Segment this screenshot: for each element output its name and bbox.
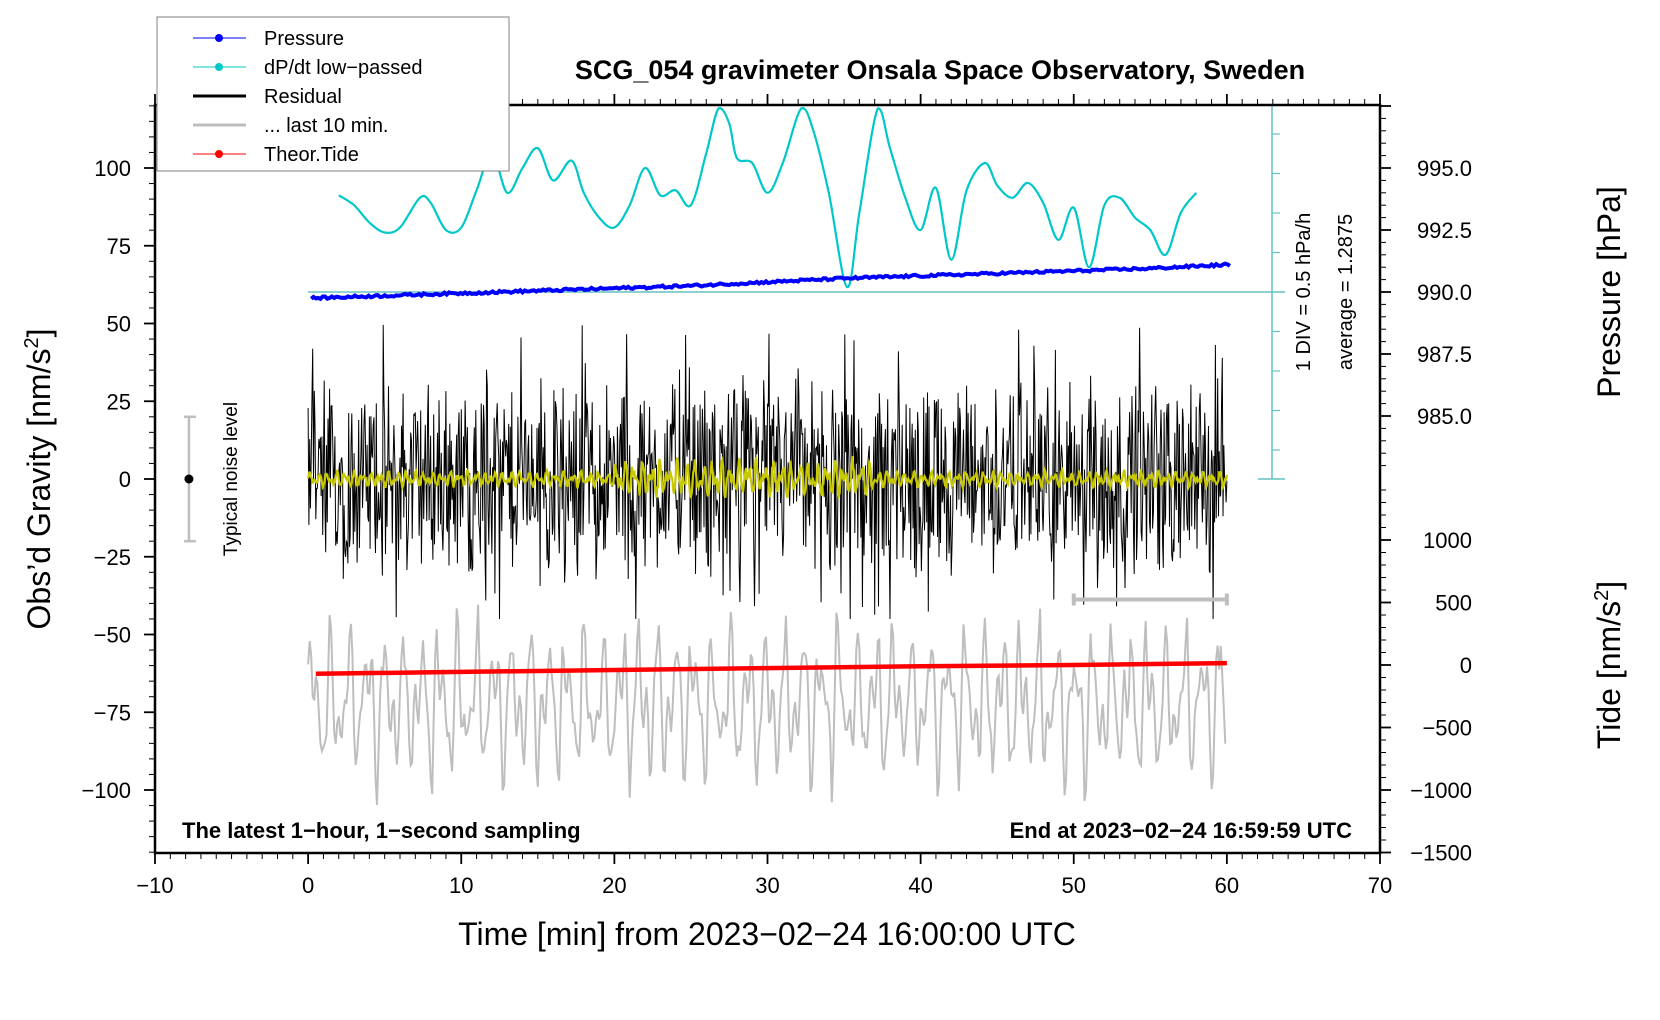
y-left-tick-label: −75 bbox=[94, 700, 131, 725]
y-left-tick-labels: 100 75 50 25 0 −25 −50 −75 −100 bbox=[81, 156, 131, 803]
dpdt-average-label: average = 1.2875 bbox=[1335, 214, 1357, 370]
y-left-tick-label: 0 bbox=[119, 467, 131, 492]
y-pressure-tick-label: 985.0 bbox=[1417, 404, 1472, 429]
x-tick-label: 20 bbox=[602, 873, 626, 898]
y-pressure-tick-label: 995.0 bbox=[1417, 156, 1472, 181]
legend-label: Theor.Tide bbox=[264, 144, 359, 166]
theor-tide-line bbox=[315, 660, 1227, 677]
legend-label: dP/dt low−passed bbox=[264, 57, 422, 79]
y-tide-tick-label: −1500 bbox=[1410, 841, 1472, 866]
y-axis-title-tide: Tide [nm/s2] bbox=[1591, 581, 1627, 749]
pressure-line bbox=[309, 261, 1231, 302]
y-left-tick-label: 75 bbox=[107, 234, 131, 259]
legend-entry: Theor.Tide bbox=[193, 144, 359, 166]
y-left-tick-label: −50 bbox=[94, 623, 131, 648]
annotation-latest-hour: The latest 1−hour, 1−second sampling bbox=[182, 818, 581, 843]
x-tick-label: 10 bbox=[449, 873, 473, 898]
residual-line bbox=[307, 324, 1228, 620]
x-tick-label: 70 bbox=[1368, 873, 1392, 898]
y-tide-tick-labels: 1000 500 0 −500 −1000 −1500 bbox=[1410, 528, 1472, 866]
noise-level-label: Typical noise level bbox=[221, 402, 242, 556]
y-tide-tick-label: 500 bbox=[1435, 591, 1472, 616]
y-tide-tick-label: −1000 bbox=[1410, 778, 1472, 803]
axes bbox=[144, 94, 1391, 864]
y-axis-title-left: Obs’d Gravity [nm/s2] bbox=[21, 329, 57, 630]
dpdt-scale-label: 1 DIV = 0.5 hPa/h bbox=[1293, 213, 1315, 371]
y-axis-title-pressure: Pressure [hPa] bbox=[1591, 186, 1627, 398]
y-left-tick-label: 100 bbox=[94, 156, 131, 181]
chart-title: SCG_054 gravimeter Onsala Space Observat… bbox=[575, 55, 1305, 85]
theor-tide-series bbox=[315, 660, 1227, 677]
pressure-series bbox=[309, 261, 1231, 302]
x-tick-label: 30 bbox=[755, 873, 779, 898]
residual-lowpass-line bbox=[307, 455, 1228, 500]
legend-swatch-dot bbox=[215, 34, 223, 42]
y-left-tick-label: −25 bbox=[94, 545, 131, 570]
x-tick-label: −10 bbox=[136, 873, 173, 898]
legend-entry: Residual bbox=[193, 86, 342, 108]
legend-entry: Pressure bbox=[193, 28, 344, 50]
superscript: 2 bbox=[21, 337, 43, 348]
y-pressure-tick-label: 992.5 bbox=[1417, 218, 1472, 243]
x-tick-label: 60 bbox=[1215, 873, 1239, 898]
residual-series bbox=[307, 324, 1228, 620]
legend-box bbox=[156, 16, 510, 172]
y-left-tick-label: 50 bbox=[107, 312, 131, 337]
legend-swatch-dot bbox=[215, 150, 223, 158]
last-10-min-line bbox=[307, 604, 1227, 805]
legend-label: Residual bbox=[264, 86, 342, 108]
legend-entry: dP/dt low−passed bbox=[193, 57, 422, 79]
y-pressure-tick-labels: 995.0 992.5 990.0 987.5 985.0 bbox=[1417, 156, 1472, 429]
x-axis-title: Time [min] from 2023−02−24 16:00:00 UTC bbox=[458, 916, 1076, 952]
y-pressure-tick-label: 987.5 bbox=[1417, 342, 1472, 367]
last-10-min-bar bbox=[1071, 593, 1229, 606]
legend-entry: ... last 10 min. bbox=[193, 115, 389, 137]
superscript: 2 bbox=[1591, 590, 1613, 601]
legend-label: Pressure bbox=[264, 28, 344, 50]
last-10-min-series bbox=[307, 604, 1227, 805]
y-left-tick-label: −100 bbox=[81, 778, 131, 803]
residual-lowpass-series bbox=[307, 455, 1228, 500]
noise-center-dot bbox=[184, 474, 194, 484]
legend-swatch-dot bbox=[215, 63, 223, 71]
noise-level-indicator bbox=[183, 415, 196, 543]
annotation-end-time: End at 2023−02−24 16:59:59 UTC bbox=[1010, 818, 1353, 843]
legend-label: ... last 10 min. bbox=[264, 115, 389, 137]
x-tick-label: 40 bbox=[908, 873, 932, 898]
y-pressure-tick-label: 990.0 bbox=[1417, 280, 1472, 305]
legend: Pressure dP/dt low−passed Residual ... last… bbox=[156, 16, 510, 172]
y-tide-tick-label: 0 bbox=[1460, 653, 1472, 678]
y-tide-tick-label: −500 bbox=[1422, 716, 1472, 741]
x-tick-labels: −10 0 10 20 30 40 50 60 70 bbox=[136, 873, 1392, 898]
x-tick-label: 0 bbox=[302, 873, 314, 898]
y-tide-tick-label: 1000 bbox=[1423, 528, 1472, 553]
y-left-tick-label: 25 bbox=[107, 389, 131, 414]
x-tick-label: 50 bbox=[1062, 873, 1086, 898]
